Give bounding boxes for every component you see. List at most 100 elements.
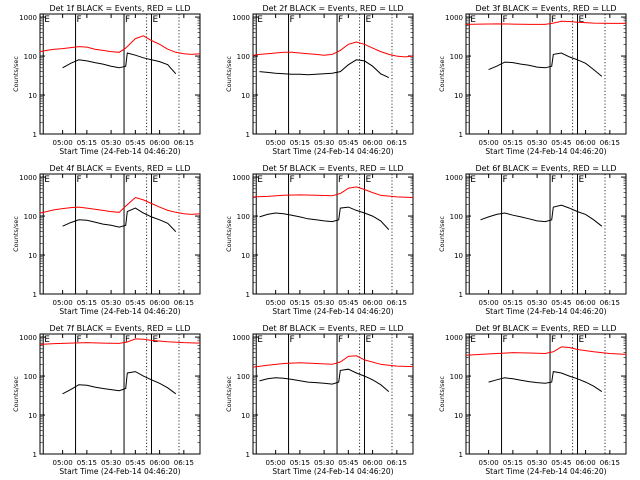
y-tick-label: 1 bbox=[33, 131, 37, 139]
x-tick-label: 06:00 bbox=[363, 459, 383, 467]
interval-marker-label: E bbox=[153, 335, 159, 345]
x-tick-label: 05:00 bbox=[266, 299, 286, 307]
x-tick-label: 05:45 bbox=[338, 139, 358, 147]
x-tick-label: 05:30 bbox=[101, 459, 121, 467]
x-tick-label: 05:15 bbox=[77, 299, 97, 307]
x-tick-label: 05:45 bbox=[551, 139, 571, 147]
panel-title: Det 7f BLACK = Events, RED = LLD bbox=[49, 324, 190, 333]
x-tick-label: 06:00 bbox=[576, 299, 596, 307]
y-tick-label: 10 bbox=[241, 92, 250, 100]
y-axis-label: Counts/sec bbox=[12, 56, 20, 92]
plot-frame bbox=[39, 173, 201, 295]
y-tick-label: 10 bbox=[454, 412, 463, 420]
detector-panel: Det 9f BLACK = Events, RED = LLD 1 10 100 10… bbox=[438, 324, 627, 476]
x-tick-label: 06:15 bbox=[600, 459, 620, 467]
x-tick-label: 05:30 bbox=[527, 139, 547, 147]
events-series-line bbox=[488, 371, 603, 393]
events-series-line bbox=[259, 368, 390, 392]
y-tick-label: 1000 bbox=[445, 174, 463, 182]
x-tick-label: 05:15 bbox=[503, 459, 523, 467]
x-tick-label: 05:45 bbox=[125, 459, 145, 467]
events-series-line bbox=[62, 207, 177, 232]
y-tick-label: 1 bbox=[459, 451, 463, 459]
x-tick-label: 06:15 bbox=[600, 299, 620, 307]
y-tick-label: 1000 bbox=[445, 334, 463, 342]
interval-marker-label: E bbox=[366, 335, 372, 345]
x-tick-label: 06:15 bbox=[387, 139, 407, 147]
plot-frame bbox=[465, 333, 627, 455]
y-tick-label: 100 bbox=[450, 213, 463, 221]
x-tick-label: 06:15 bbox=[387, 299, 407, 307]
y-tick-label: 100 bbox=[237, 213, 250, 221]
y-tick-label: 1 bbox=[246, 131, 250, 139]
plot-frame bbox=[252, 333, 414, 455]
detector-panel: Det 3f BLACK = Events, RED = LLD 1 10 100 10… bbox=[438, 4, 627, 156]
x-tick-label: 05:15 bbox=[77, 459, 97, 467]
x-tick-label: 05:30 bbox=[527, 299, 547, 307]
detector-panel: Det 4f BLACK = Events, RED = LLD 1 10 100 10… bbox=[12, 164, 201, 316]
x-tick-label: 06:00 bbox=[150, 299, 170, 307]
plot-frame bbox=[39, 333, 201, 455]
interval-marker-label: E bbox=[153, 15, 159, 25]
x-tick-label: 05:00 bbox=[479, 299, 499, 307]
y-axis-label: Counts/sec bbox=[438, 376, 446, 412]
x-tick-label: 05:30 bbox=[314, 139, 334, 147]
plot-frame bbox=[252, 173, 414, 295]
interval-marker-label: E bbox=[44, 15, 50, 25]
interval-marker-label: E bbox=[153, 175, 159, 185]
interval-marker-label: F bbox=[125, 175, 130, 185]
x-tick-label: 05:45 bbox=[551, 459, 571, 467]
plot-frame bbox=[39, 13, 201, 135]
y-tick-label: 10 bbox=[241, 252, 250, 260]
interval-marker-label: F bbox=[125, 335, 130, 345]
y-tick-label: 10 bbox=[241, 412, 250, 420]
y-tick-label: 100 bbox=[237, 53, 250, 61]
x-tick-label: 06:00 bbox=[150, 459, 170, 467]
panel-title: Det 2f BLACK = Events, RED = LLD bbox=[262, 4, 403, 13]
x-tick-label: 06:00 bbox=[150, 139, 170, 147]
detector-panel: Det 7f BLACK = Events, RED = LLD 1 10 100 10… bbox=[12, 324, 201, 476]
y-axis-label: Counts/sec bbox=[438, 216, 446, 252]
x-axis-label: Start Time (24-Feb-14 04:46:20) bbox=[272, 147, 393, 156]
panel-title: Det 3f BLACK = Events, RED = LLD bbox=[475, 4, 616, 13]
interval-marker-label: F bbox=[551, 15, 556, 25]
interval-marker-label: F bbox=[338, 175, 343, 185]
interval-marker-label: F bbox=[503, 15, 508, 25]
x-tick-label: 05:45 bbox=[551, 299, 571, 307]
y-axis-label: Counts/sec bbox=[225, 56, 233, 92]
detector-panel: Det 6f BLACK = Events, RED = LLD 1 10 100 10… bbox=[438, 164, 627, 316]
interval-marker-label: F bbox=[77, 335, 82, 345]
x-tick-label: 05:15 bbox=[503, 299, 523, 307]
interval-marker-label: E bbox=[470, 175, 476, 185]
y-tick-label: 1 bbox=[246, 291, 250, 299]
interval-marker-label: F bbox=[290, 15, 295, 25]
y-axis-label: Counts/sec bbox=[438, 56, 446, 92]
x-tick-label: 05:45 bbox=[338, 459, 358, 467]
lld-series-line bbox=[465, 346, 627, 356]
x-tick-label: 05:45 bbox=[338, 299, 358, 307]
x-axis-label: Start Time (24-Feb-14 04:46:20) bbox=[59, 467, 180, 476]
x-tick-label: 05:00 bbox=[53, 299, 73, 307]
plot-frame bbox=[252, 13, 414, 135]
y-tick-label: 1000 bbox=[232, 174, 250, 182]
lld-series-line bbox=[465, 20, 626, 25]
y-tick-label: 100 bbox=[237, 373, 250, 381]
x-axis-label: Start Time (24-Feb-14 04:46:20) bbox=[272, 307, 393, 316]
x-tick-label: 05:00 bbox=[479, 139, 499, 147]
y-tick-label: 10 bbox=[28, 252, 37, 260]
y-tick-label: 10 bbox=[28, 412, 37, 420]
x-tick-label: 05:00 bbox=[53, 139, 73, 147]
events-series-line bbox=[62, 371, 177, 395]
interval-marker-label: F bbox=[338, 335, 343, 345]
lld-series-line bbox=[252, 355, 414, 368]
lld-series-line bbox=[39, 338, 201, 345]
y-tick-label: 100 bbox=[24, 373, 37, 381]
x-tick-label: 05:30 bbox=[101, 139, 121, 147]
x-tick-label: 06:15 bbox=[174, 459, 194, 467]
interval-marker-label: F bbox=[290, 335, 295, 345]
y-tick-label: 1 bbox=[459, 131, 463, 139]
y-tick-label: 1 bbox=[33, 451, 37, 459]
x-tick-label: 05:00 bbox=[53, 459, 73, 467]
